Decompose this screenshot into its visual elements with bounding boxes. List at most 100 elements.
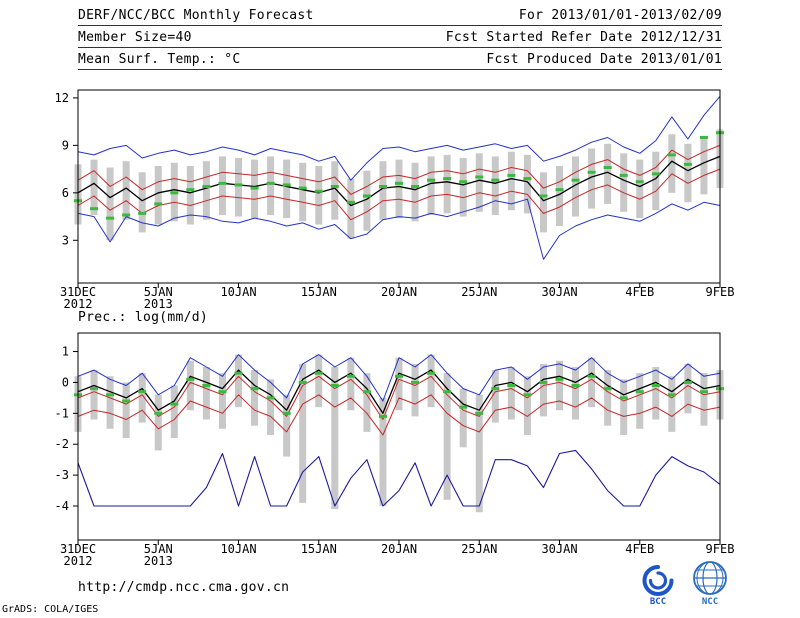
ensemble-spread-bar [299, 162, 307, 222]
ensemble-spread-bar [315, 354, 323, 408]
x-tick-label: 20JAN [381, 542, 417, 556]
ensemble-spread-bar [620, 153, 628, 212]
ensemble-spread-bar [154, 165, 162, 225]
x-tick-label: 5JAN [144, 285, 173, 299]
ensemble-spread-bar [652, 366, 660, 420]
observation-dashes [587, 170, 596, 174]
y-tick-label: 3 [62, 233, 69, 247]
observation-dashes [330, 185, 339, 188]
observation-dashes [603, 387, 612, 391]
observation-dashes [282, 183, 291, 187]
ensemble-min-line [77, 449, 721, 507]
upper-quartile-line [77, 144, 721, 195]
ensemble-max-line [77, 354, 721, 402]
ensemble-spread-bar [395, 357, 403, 411]
y-tick-label: 0 [62, 375, 69, 389]
observation-dashes [330, 384, 339, 388]
ensemble-spread-bar [283, 394, 291, 457]
observation-dashes [202, 384, 211, 388]
observation-dashes [459, 405, 468, 409]
observation-dashes [362, 194, 371, 198]
ensemble-min-line [77, 198, 721, 260]
ensemble-spread-bar [475, 394, 483, 513]
observation-dashes [555, 188, 564, 192]
x-tick-label: 2012 [64, 297, 93, 311]
header-rule-3 [78, 69, 722, 70]
observation-dashes [282, 411, 291, 415]
ensemble-spread-bar [122, 382, 130, 439]
observation-dashes [667, 153, 676, 157]
observation-dashes [539, 194, 548, 198]
observation-dashes [443, 177, 452, 181]
observation-dashes [314, 189, 323, 193]
header-forecast-range: For 2013/01/01-2013/02/09 [518, 8, 722, 23]
header-refer-date: Fcst Started Refer Date 2012/12/31 [445, 30, 722, 45]
ensemble-spread-bar [604, 143, 612, 204]
header-member-size: Member Size=40 [78, 30, 192, 45]
ensemble-spread-bar [235, 354, 242, 408]
y-tick-label: 1 [62, 345, 69, 359]
lower-quartile-line [77, 168, 721, 221]
observation-dashes [186, 188, 195, 192]
bcc-logo: BCC [642, 565, 674, 606]
ensemble-mean-line [77, 155, 721, 207]
y-tick-label: 6 [62, 186, 69, 200]
ensemble-spread-bar [170, 385, 178, 439]
observation-dashes [571, 384, 580, 388]
observation-dashes [475, 411, 484, 415]
observation-dashes [619, 173, 628, 177]
bcc-logo-text: BCC [650, 597, 666, 606]
observation-dashes [138, 211, 147, 215]
chart2-title: Prec.: log(mm/d) [78, 310, 209, 325]
observation-dashes [683, 162, 692, 166]
observation-dashes [90, 387, 99, 391]
ensemble-spread-bar [411, 363, 419, 417]
ensemble-spread-bar [459, 388, 467, 448]
observation-dashes [346, 374, 355, 378]
x-tick-label: 2013 [144, 297, 173, 311]
header-rule-2 [78, 47, 722, 48]
ensemble-spread-bar [652, 151, 660, 211]
x-tick-label: 31DEC [60, 542, 96, 556]
ensemble-spread-bar [347, 178, 355, 239]
ensemble-spread-bar [668, 134, 676, 193]
y-tick-label: -3 [55, 468, 69, 482]
observation-dashes [106, 216, 115, 220]
ensemble-spread-bar [523, 376, 531, 435]
observation-dashes [427, 371, 436, 375]
ensemble-spread-bar [186, 165, 194, 225]
ensemble-spread-bar [507, 366, 515, 420]
ensemble-spread-bar [186, 360, 194, 411]
bcc-swirl-outer-icon [642, 565, 674, 596]
ensemble-spread-bar [138, 373, 146, 423]
observation-dashes [170, 191, 179, 195]
ensemble-max-line [77, 95, 721, 181]
observation-dashes [651, 384, 660, 388]
ensemble-spread-bar [443, 373, 451, 500]
observation-dashes [218, 181, 227, 185]
ensemble-spread-bar [106, 376, 114, 429]
ensemble-spread-bar [267, 156, 275, 215]
observation-dashes [138, 390, 147, 394]
ensemble-spread-bar [235, 158, 242, 217]
ensemble-spread-bar [475, 153, 483, 212]
x-tick-label: 4FEB [625, 285, 654, 299]
grads-credit: GrADS: COLA/IGES [2, 604, 99, 615]
ensemble-spread-bar [523, 154, 531, 214]
ensemble-spread-bar [122, 161, 130, 220]
observation-dashes [362, 390, 371, 394]
observation-dashes [699, 390, 708, 394]
ensemble-spread-bar [684, 143, 692, 203]
x-tick-label: 25JAN [461, 542, 497, 556]
observation-dashes [154, 202, 163, 206]
ensemble-spread-bar [507, 151, 515, 211]
y-tick-label: 9 [62, 138, 69, 152]
ensemble-spread-bar [154, 394, 162, 451]
observation-dashes [314, 371, 323, 375]
ncc-logo-text: NCC [702, 597, 718, 606]
ensemble-spread-bar [251, 370, 259, 426]
x-tick-label: 4FEB [625, 542, 654, 556]
